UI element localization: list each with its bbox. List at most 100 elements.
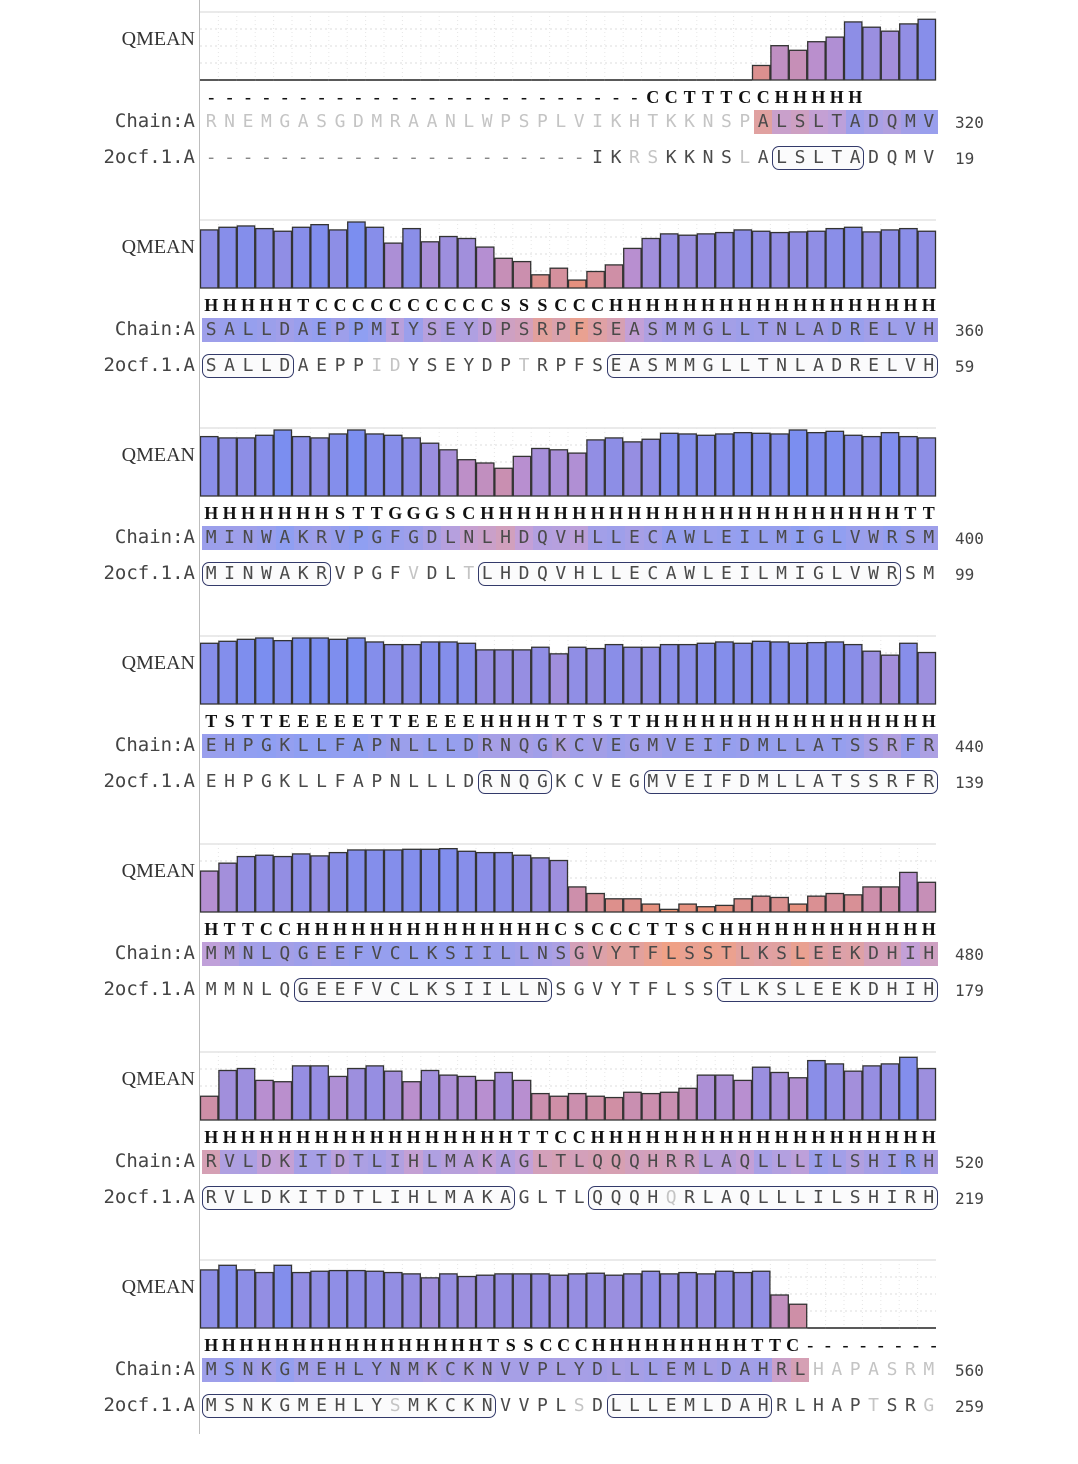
qmean-bar (531, 646, 550, 705)
residue: E (606, 734, 626, 758)
template-residue: F (352, 979, 364, 1000)
ss-char: T (205, 711, 218, 731)
template-residue: R (776, 1395, 787, 1416)
template-residue: L (794, 1187, 806, 1208)
qmean-bar (200, 435, 219, 497)
residue: M (260, 111, 272, 132)
chain-a-label: Chain:A (114, 110, 195, 132)
qmean-bar (659, 1273, 679, 1329)
qmean-bar (899, 23, 918, 81)
template-residue: R (849, 355, 861, 376)
ss-char: - (226, 87, 233, 107)
template-residue: L (242, 355, 254, 376)
residue: L (735, 942, 754, 966)
residue: T (717, 942, 736, 966)
residue: K (846, 942, 865, 966)
ss-char: - (318, 87, 325, 107)
residue: L (533, 1150, 552, 1174)
template-residue: - (352, 147, 364, 168)
template-residue: L (481, 563, 493, 584)
residue: I (735, 526, 754, 550)
qmean-bar (843, 226, 863, 289)
ss-char: H (737, 711, 752, 731)
ss-char: - (447, 87, 454, 107)
residue: L (238, 318, 258, 342)
qmean-bar (623, 1273, 642, 1329)
template-residue: L (665, 979, 677, 1000)
helix-box (202, 1394, 497, 1418)
template-label: 2ocf.1.A (103, 146, 195, 168)
template-residue: A (500, 1187, 511, 1208)
ss-char: H (774, 1127, 789, 1147)
qmean-bar (880, 431, 900, 497)
template-residue: M (904, 147, 916, 168)
qmean-bar (825, 430, 845, 497)
qmean-bar (494, 851, 513, 913)
ss-char: H (259, 1127, 274, 1147)
ss-char: H (682, 711, 697, 731)
template-residue: V (904, 355, 916, 376)
template-residue: R (886, 771, 898, 792)
ss-char: C (388, 295, 402, 315)
template-residue: G (628, 771, 640, 792)
qmean-bar (347, 637, 366, 705)
residue: E (441, 318, 460, 342)
qmean-bar (420, 241, 440, 289)
qmean-bar (310, 855, 329, 913)
residue: K (422, 1358, 442, 1382)
template-residue: D (463, 771, 475, 792)
residue: A (625, 318, 644, 342)
qmean-bar (586, 647, 605, 705)
residue: M (919, 526, 938, 550)
qmean-bar (807, 41, 826, 81)
residue: G (625, 734, 644, 758)
qmean-bar (917, 651, 937, 705)
residue: D (330, 1150, 350, 1174)
ss-char: H (792, 503, 807, 523)
template-residue: D (389, 355, 401, 376)
qmean-bar (218, 862, 237, 913)
qmean-bar (567, 646, 587, 705)
ss-char: H (921, 919, 936, 939)
ss-char: T (768, 1335, 781, 1355)
template-residue: K (426, 1395, 438, 1416)
qmean-bar (420, 1069, 440, 1121)
qmean-bar (678, 1271, 697, 1329)
ss-char: H (222, 1127, 237, 1147)
residue: K (551, 734, 570, 758)
residue: R (882, 526, 902, 550)
qmean-bar (457, 459, 477, 497)
ss-char: H (274, 1335, 289, 1355)
template-residue: R (481, 771, 493, 792)
ss-char: H (498, 503, 513, 523)
template-residue: A (297, 355, 309, 376)
ss-char: H (535, 711, 550, 731)
template-residue: N (702, 147, 714, 168)
template-residue: L (408, 979, 419, 1000)
residue: F (643, 942, 662, 966)
qmean-bar (641, 237, 661, 289)
residue: S (518, 111, 530, 132)
qmean-bar (880, 30, 900, 81)
qmean-bar (715, 1270, 734, 1329)
template-residue: L (628, 1395, 640, 1416)
residue: V (551, 526, 570, 550)
qmean-bar (439, 1074, 458, 1121)
qmean-bar (420, 442, 440, 497)
residue: A (809, 318, 828, 342)
ss-char: - (355, 87, 362, 107)
template-residue: - (463, 147, 475, 168)
template-residue: Q (592, 1187, 603, 1208)
template-residue: M (647, 771, 659, 792)
residue: D (478, 318, 497, 342)
residue: L (441, 526, 460, 550)
qmean-bar (475, 1079, 495, 1121)
qmean-bar (751, 1066, 771, 1121)
ss-char: - (244, 87, 251, 107)
template-residue: L (776, 1187, 787, 1208)
